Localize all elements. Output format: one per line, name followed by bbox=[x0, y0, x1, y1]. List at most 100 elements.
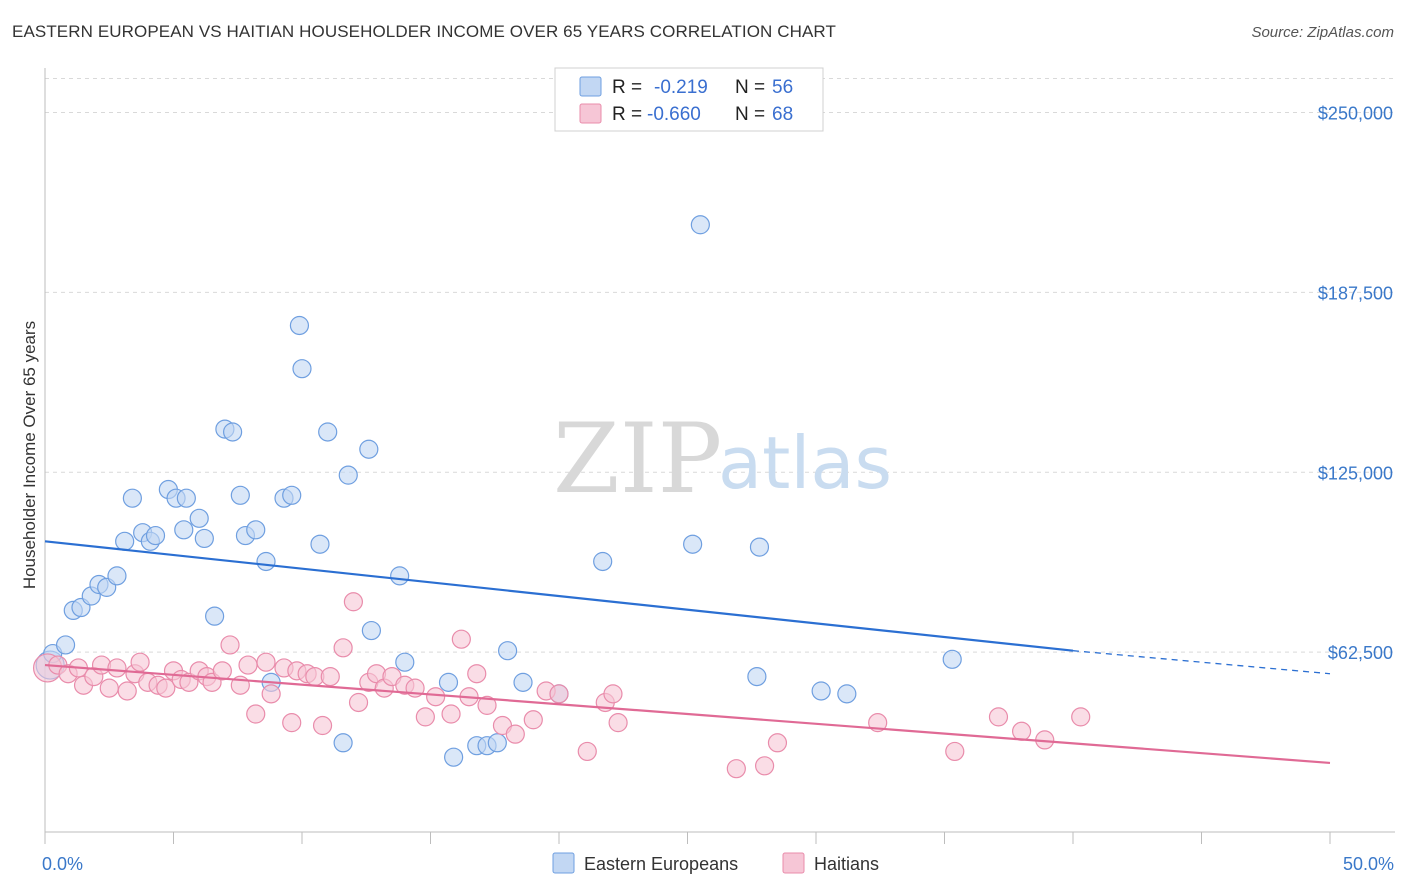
eastern-europeans-point-23 bbox=[230, 485, 250, 505]
haitians-point-53 bbox=[523, 710, 543, 730]
y-tick-label-2: $187,500 bbox=[1318, 283, 1393, 303]
eastern-europeans-point-51 bbox=[747, 666, 767, 687]
haitians-point-68 bbox=[1071, 707, 1091, 727]
eastern-europeans-point-8 bbox=[107, 566, 127, 586]
x-tick-label-max: 50.0% bbox=[1343, 854, 1394, 874]
series-eastern-europeans bbox=[35, 215, 962, 767]
eastern-europeans-point-39 bbox=[395, 652, 415, 672]
eastern-europeans-point-2 bbox=[55, 635, 76, 655]
haitians-point-62 bbox=[767, 733, 788, 753]
legend-swatch-bottom-haitians[interactable] bbox=[782, 852, 805, 874]
gridlines bbox=[45, 78, 1395, 653]
chart-title: EASTERN EUROPEAN VS HAITIAN HOUSEHOLDER … bbox=[12, 22, 836, 41]
eastern-europeans-point-20 bbox=[205, 606, 225, 626]
haitians-point-35 bbox=[333, 638, 353, 658]
legend-n-value-2: 68 bbox=[772, 104, 793, 125]
haitians-point-33 bbox=[312, 715, 333, 736]
eastern-europeans-point-34 bbox=[333, 733, 353, 753]
eastern-europeans-point-53 bbox=[811, 681, 831, 701]
haitians-point-60 bbox=[726, 759, 746, 779]
watermark-atlas: atlas bbox=[718, 421, 892, 505]
source-label: Source: ZipAtlas.com bbox=[1251, 24, 1394, 41]
haitians-point-27 bbox=[261, 684, 281, 704]
eastern-europeans-point-50 bbox=[690, 215, 710, 235]
axes bbox=[44, 68, 1395, 844]
haitians-point-46 bbox=[441, 704, 461, 724]
legend-r-value-2: -0.660 bbox=[647, 104, 701, 125]
legend-r-value-1: -0.219 bbox=[654, 77, 708, 98]
eastern-europeans-point-36 bbox=[359, 439, 379, 459]
eastern-europeans-point-48 bbox=[593, 551, 613, 572]
eastern-europeans-point-45 bbox=[498, 641, 518, 661]
haitians-point-24 bbox=[238, 655, 258, 675]
haitians-point-45 bbox=[426, 687, 446, 707]
eastern-europeans-point-49 bbox=[683, 534, 703, 554]
haitians-point-58 bbox=[608, 713, 628, 733]
legend-n-label-1: N = bbox=[735, 77, 765, 98]
haitians-point-14 bbox=[156, 678, 176, 698]
haitians-point-52 bbox=[505, 724, 525, 744]
haitians-point-44 bbox=[415, 707, 435, 727]
legend-swatch-bottom-eastern-europeans[interactable] bbox=[552, 852, 575, 874]
haitians-point-22 bbox=[220, 635, 240, 655]
legend-label-eastern-europeans[interactable]: Eastern Europeans bbox=[584, 854, 738, 874]
haitians-point-64 bbox=[945, 741, 965, 762]
haitians-point-36 bbox=[343, 592, 363, 612]
legend-label-haitians[interactable]: Haitians bbox=[814, 854, 879, 874]
eastern-europeans-point-55 bbox=[942, 649, 962, 669]
legend-n-value-1: 56 bbox=[772, 77, 793, 98]
legend-swatch-haitians bbox=[579, 103, 602, 124]
eastern-europeans-point-9 bbox=[115, 531, 135, 551]
legend-r-label-1: R = bbox=[612, 77, 642, 98]
trend-line-eastern-europeans bbox=[44, 540, 1074, 652]
haitians-point-59 bbox=[603, 684, 623, 704]
eastern-europeans-point-33 bbox=[318, 422, 338, 442]
legend-n-label-2: N = bbox=[735, 104, 765, 125]
eastern-europeans-point-41 bbox=[444, 747, 464, 767]
haitians-point-21 bbox=[212, 661, 232, 681]
legend-r-label-2: R = bbox=[612, 104, 642, 125]
eastern-europeans-point-32 bbox=[310, 534, 330, 554]
eastern-europeans-point-40 bbox=[438, 672, 459, 692]
eastern-europeans-point-38 bbox=[390, 566, 410, 586]
haitians-point-49 bbox=[467, 664, 487, 684]
haitians-point-29 bbox=[282, 713, 302, 733]
eastern-europeans-point-10 bbox=[122, 488, 142, 508]
haitians-point-26 bbox=[256, 652, 276, 672]
eastern-europeans-point-17 bbox=[176, 488, 196, 508]
haitians-point-56 bbox=[577, 741, 597, 762]
watermark-zip: ZIP bbox=[553, 403, 722, 515]
eastern-europeans-point-16 bbox=[174, 520, 194, 540]
eastern-europeans-point-29 bbox=[282, 485, 302, 505]
eastern-europeans-point-44 bbox=[487, 733, 507, 753]
haitians-point-47 bbox=[451, 629, 471, 649]
eastern-europeans-point-54 bbox=[837, 684, 857, 704]
eastern-europeans-point-22 bbox=[223, 422, 243, 442]
watermark: ZIP atlas bbox=[553, 403, 892, 515]
trend-line-eastern-europeans-extension bbox=[1072, 650, 1331, 675]
eastern-europeans-point-18 bbox=[189, 508, 209, 528]
haitians-point-34 bbox=[320, 666, 340, 687]
eastern-europeans-point-13 bbox=[145, 525, 166, 546]
haitians-point-65 bbox=[988, 707, 1009, 727]
x-tick-labels: 0.0% 50.0% bbox=[42, 854, 1394, 874]
eastern-europeans-point-19 bbox=[194, 528, 214, 549]
legend-swatch-eastern-europeans bbox=[579, 76, 602, 97]
correlation-legend: R = -0.219 N = 56 R = -0.660 N = 68 bbox=[554, 67, 824, 132]
series-legend: Eastern Europeans Haitians bbox=[552, 852, 879, 874]
haitians-point-25 bbox=[246, 704, 266, 724]
eastern-europeans-point-25 bbox=[246, 520, 266, 540]
haitians-point-37 bbox=[348, 692, 369, 713]
trend-lines bbox=[44, 540, 1331, 765]
haitians-point-61 bbox=[754, 756, 775, 776]
haitians-point-9 bbox=[117, 681, 137, 701]
haitians-point-50 bbox=[477, 695, 497, 715]
eastern-europeans-point-46 bbox=[513, 672, 533, 692]
haitians-point-55 bbox=[549, 684, 569, 704]
y-tick-label-1: $125,000 bbox=[1318, 463, 1393, 483]
x-tick-label-min: 0.0% bbox=[42, 854, 83, 874]
series-haitians bbox=[32, 592, 1091, 779]
y-tick-label-0: $62,500 bbox=[1328, 643, 1393, 663]
haitians-point-8 bbox=[107, 658, 127, 678]
